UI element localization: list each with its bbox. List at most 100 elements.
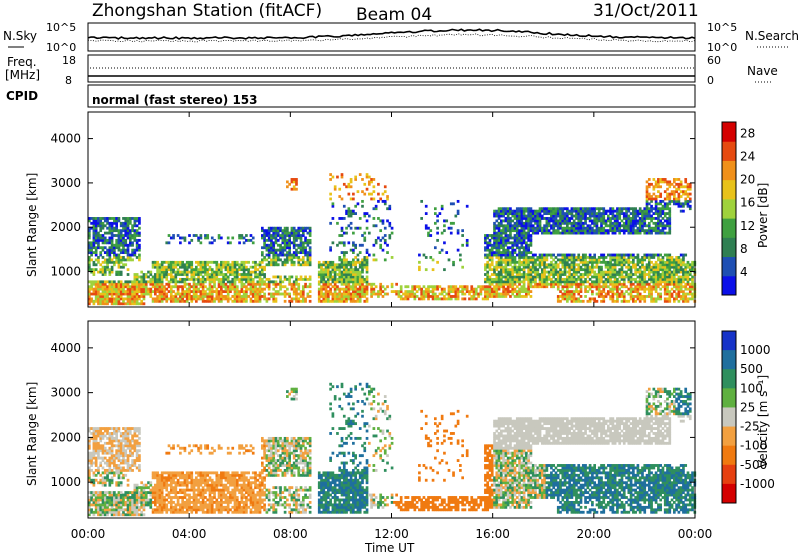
power-cell: [338, 299, 342, 303]
power-cell: [283, 295, 287, 298]
power-cell: [108, 297, 112, 301]
power-cell: [286, 256, 289, 259]
power-cell: [88, 258, 91, 262]
power-cell: [286, 253, 289, 257]
power-cell: [500, 209, 503, 213]
power-cell: [618, 229, 622, 233]
power-cell: [331, 292, 335, 296]
power-cell: [550, 217, 553, 220]
power-cell: [461, 290, 464, 293]
power-cell: [613, 285, 617, 289]
power-cell: [570, 209, 574, 213]
power-cell: [154, 285, 157, 289]
power-cell: [131, 241, 134, 245]
power-cell: [570, 277, 574, 281]
power-cell: [563, 214, 567, 218]
power-cell: [215, 290, 219, 293]
power-cell: [613, 268, 617, 272]
power-cell: [135, 229, 139, 233]
power-cell: [367, 182, 371, 186]
power-cell: [438, 251, 442, 254]
power-cell: [497, 212, 501, 215]
power-cell: [611, 273, 615, 276]
power-cell: [217, 265, 221, 269]
power-cell: [229, 282, 232, 286]
power-cell: [556, 265, 560, 269]
power-cell: [577, 297, 581, 301]
power-cell: [181, 280, 185, 284]
power-cell: [575, 268, 578, 272]
power-cell: [370, 197, 373, 201]
power-cell: [493, 287, 496, 291]
power-cell: [415, 295, 419, 298]
power-cell: [301, 287, 305, 291]
power-cell: [488, 238, 492, 242]
power-cell: [165, 265, 169, 269]
power-cell: [520, 253, 524, 257]
power-cell: [361, 190, 364, 194]
power-cell: [340, 280, 344, 284]
power-cell: [602, 209, 606, 213]
power-cell: [176, 287, 180, 291]
power-cell: [210, 297, 214, 301]
power-cell: [584, 212, 587, 215]
power-cell: [204, 234, 207, 237]
power-cell: [217, 277, 221, 281]
power-cell: [388, 224, 392, 228]
power-cell: [506, 275, 510, 279]
velocity-cell: [90, 456, 93, 460]
power-cell: [545, 229, 549, 233]
power-cell: [124, 282, 128, 286]
power-cell: [461, 285, 464, 289]
power-cell: [92, 241, 96, 245]
power-cell: [92, 299, 96, 303]
power-cell: [94, 282, 98, 286]
power-cell: [566, 212, 569, 215]
power-cell: [342, 273, 346, 276]
power-cell: [672, 282, 676, 286]
power-cell: [122, 302, 125, 306]
power-cell: [242, 268, 246, 272]
power-cell: [663, 226, 667, 230]
power-cell: [625, 219, 628, 223]
power-cell: [527, 287, 530, 291]
power-cell: [515, 285, 519, 289]
power-cell: [327, 290, 330, 293]
power-cell: [358, 263, 362, 267]
power-cell: [347, 285, 351, 289]
power-cell: [534, 277, 537, 281]
power-cell: [301, 231, 305, 235]
power-cell: [547, 212, 551, 215]
power-cell: [363, 290, 367, 293]
power-cell: [525, 214, 528, 218]
power-cell: [283, 275, 287, 279]
power-cell: [609, 287, 612, 291]
power-cell: [342, 265, 346, 269]
power-cell: [113, 251, 116, 254]
power-cell: [126, 273, 130, 276]
power-cell: [595, 258, 599, 262]
power-cell: [506, 285, 510, 289]
power-cell: [650, 260, 653, 264]
power-cell: [422, 290, 426, 293]
power-cell: [386, 285, 389, 289]
power-cell: [502, 224, 505, 228]
power-cell: [331, 295, 335, 298]
power-cell: [297, 282, 301, 286]
power-cell: [554, 221, 558, 225]
power-cell: [235, 268, 239, 272]
power-cell: [361, 258, 364, 262]
power-cell: [135, 224, 139, 228]
power-cell: [534, 265, 537, 269]
power-cell: [634, 295, 637, 298]
power-cell: [613, 226, 617, 230]
power-cell: [306, 238, 310, 242]
power-cell: [500, 253, 503, 257]
power-cell: [258, 280, 262, 284]
power-cell: [686, 292, 690, 296]
power-cell: [518, 207, 521, 211]
power-cell: [641, 217, 644, 220]
power-cell: [235, 297, 239, 301]
power-cell: [349, 277, 353, 281]
power-cell: [381, 219, 385, 223]
